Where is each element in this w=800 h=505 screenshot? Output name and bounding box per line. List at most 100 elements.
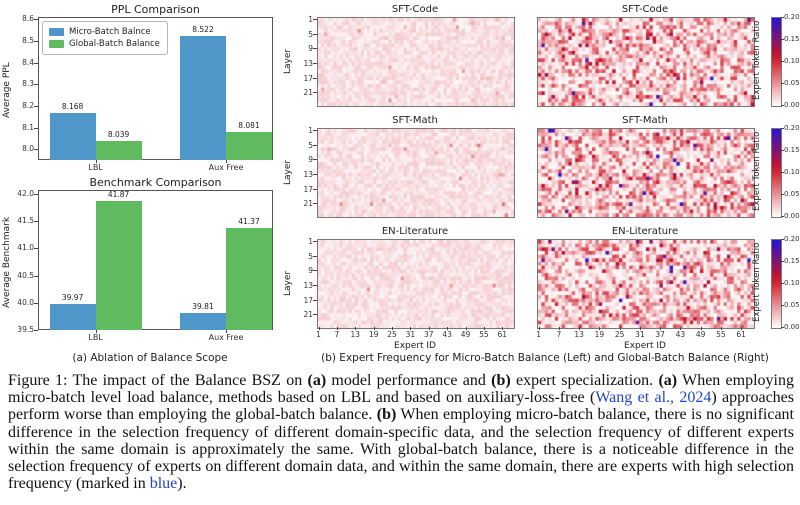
expert-id-axis-label-right: Expert ID [624, 341, 666, 351]
colorbar-tick-label: 0.10 [784, 168, 800, 176]
layer-tick-label: 5 [308, 29, 313, 39]
expert-id-axis-label-left: Expert ID [394, 341, 436, 351]
colorbar-label-row2: Expert Token Ratio [752, 131, 762, 211]
y-tick-mark [34, 19, 38, 21]
expert-tick-mark [619, 327, 621, 330]
subcaption-a: (a) Ablation of Balance Scope [72, 352, 228, 364]
bar-value-label: 39.97 [61, 293, 84, 303]
layer-tick-mark [313, 255, 317, 257]
x-tick-mark [226, 330, 227, 333]
heatmap-global-lit [537, 239, 755, 329]
bar-value-label: 8.522 [192, 25, 214, 35]
caption-text: ) approaches perform worse than employin… [8, 389, 795, 424]
expert-tick-label: 49 [460, 330, 471, 339]
colorbar-tick-label: 0.05 [784, 79, 800, 87]
layer-tick-mark [313, 92, 317, 94]
colorbar-tick-mark [781, 283, 784, 284]
expert-tick-label: 43 [675, 330, 686, 339]
legend-item-micro-batch: Micro-Batch Balnce [49, 26, 160, 38]
expert-tick-mark [502, 327, 504, 330]
expert-tick-mark [336, 327, 338, 330]
layer-tick-mark [313, 144, 317, 146]
colorbar-label-row1: Expert Token Ratio [752, 20, 762, 100]
colorbar-tick-label: 0.05 [784, 190, 800, 198]
heatmap-title-micro-lit: EN-Literature [381, 226, 449, 237]
expert-tick-mark [465, 327, 467, 330]
expert-tick-mark [318, 327, 320, 330]
expert-tick-mark [700, 327, 702, 330]
layer-tick-mark [313, 77, 317, 79]
expert-tick-mark [483, 327, 485, 330]
x-tick-mark [95, 160, 97, 163]
expert-tick-mark [538, 327, 540, 330]
expert-tick-label: 55 [479, 330, 489, 339]
citation-link[interactable]: Wang et al., 2024 [595, 389, 712, 407]
colorbar-tick-mark [781, 128, 784, 129]
legend-label-global-batch: Global-Batch Balance [69, 39, 160, 49]
expert-tick-mark [447, 327, 449, 330]
y-tick-label: 8.3 [22, 79, 34, 89]
caption-text: expert specialization. [510, 372, 659, 389]
expert-tick-label: 61 [497, 330, 508, 339]
heatmap-micro-lit [317, 239, 515, 329]
expert-tick-label: 43 [442, 330, 452, 339]
y-tick-label: 42.0 [17, 188, 34, 198]
layer-axis-label-row1: Layer [283, 48, 293, 74]
expert-tick-label: 1 [536, 330, 542, 339]
y-tick-mark [34, 330, 38, 331]
y-tick-label: 41.0 [17, 243, 34, 253]
colorbar-tick-mark [781, 39, 784, 40]
layer-tick-mark [313, 159, 317, 161]
layer-tick-label: 9 [308, 155, 313, 165]
colorbar-tick-mark [781, 216, 784, 217]
expert-tick-mark [410, 327, 412, 330]
expert-tick-mark [428, 327, 430, 330]
heatmap-micro-code [317, 17, 515, 107]
colorbar-tick-label: 0.10 [784, 279, 800, 287]
y-tick-label: 40.0 [17, 297, 34, 307]
colorbar-row3 [771, 239, 782, 329]
layer-tick-label: 13 [303, 58, 313, 68]
y-tick-label: 8.2 [22, 100, 34, 110]
expert-tick-label: 19 [594, 330, 605, 339]
layer-tick-label: 21 [303, 310, 313, 320]
global-batch-bar-lbl [95, 140, 142, 160]
y-tick-mark [34, 40, 38, 42]
y-tick-label: 40.5 [17, 270, 34, 280]
colorbar-tick-label: 0.00 [784, 323, 800, 331]
subcaption-b: (b) Expert Frequency for Micro-Batch Bal… [321, 352, 769, 364]
x-tick-mark [95, 330, 97, 333]
bar-value-label: 39.81 [192, 302, 214, 312]
colorbar-tick-mark [781, 83, 784, 84]
expert-tick-label: 25 [614, 330, 625, 339]
layer-tick-label: 21 [303, 199, 313, 209]
layer-tick-mark [313, 284, 317, 286]
expert-tick-label: 13 [574, 330, 584, 339]
expert-tick-label: 7 [334, 330, 340, 339]
colorbar-row2 [771, 128, 782, 218]
colorbar-tick-mark [781, 17, 784, 18]
citation-link[interactable]: blue [149, 475, 178, 493]
expert-tick-label: 13 [350, 330, 361, 339]
bar-value-label: 41.87 [107, 189, 130, 199]
colorbar-tick-mark [781, 239, 784, 240]
layer-tick-mark [313, 48, 317, 50]
y-tick-label: 8.1 [22, 122, 34, 132]
micro-batch-bar-aux-free [180, 36, 226, 160]
caption-text: (a) [307, 372, 327, 389]
heatmap-title-global-math: SFT-Math [622, 115, 668, 126]
legend-label-micro-batch: Micro-Batch Balnce [69, 27, 151, 37]
expert-tick-label: 49 [695, 330, 706, 339]
caption-text: When employing micro-batch level load ba… [8, 372, 794, 407]
expert-tick-mark [579, 327, 581, 330]
caption-text: ). [177, 475, 187, 493]
y-tick-mark [34, 149, 38, 151]
caption-text: When employing micro-batch balance, ther… [8, 406, 795, 493]
colorbar-tick-label: 0.15 [784, 146, 800, 154]
heatmap-title-global-code: SFT-Code [621, 4, 669, 15]
y-tick-mark [34, 62, 38, 64]
colorbar-tick-label: 0.15 [784, 35, 800, 43]
expert-tick-mark [558, 327, 560, 330]
caption-text: model performance and [326, 372, 492, 389]
